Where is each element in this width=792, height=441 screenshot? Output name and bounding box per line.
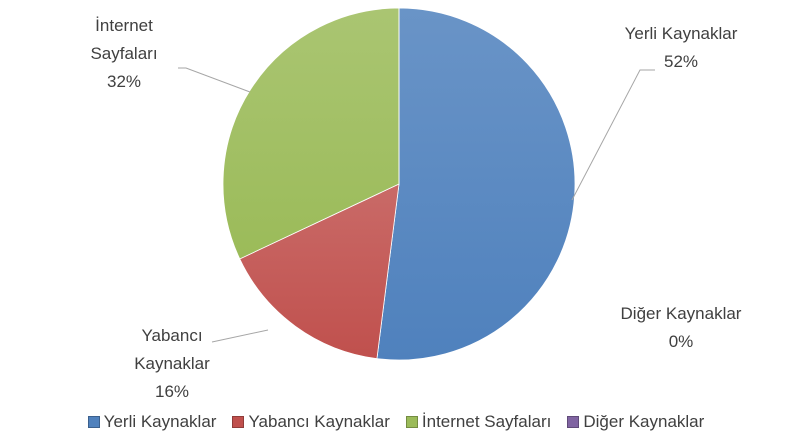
- legend: Yerli Kaynaklar Yabancı Kaynaklar İnternet…: [0, 412, 792, 432]
- legend-label: Yabancı Kaynaklar: [248, 412, 390, 431]
- legend-item: İnternet Sayfaları: [405, 412, 552, 432]
- data-label-name: İnternet Sayfaları: [90, 16, 158, 63]
- legend-item: Yerli Kaynaklar: [87, 412, 217, 432]
- legend-label: Diğer Kaynaklar: [583, 412, 705, 431]
- data-label-name: Yerli Kaynaklar: [624, 24, 738, 43]
- data-label-name: Yabancı Kaynaklar: [134, 326, 210, 373]
- pie-slice: [376, 7, 576, 361]
- data-label-name: Diğer Kaynaklar: [620, 304, 742, 323]
- legend-item: Diğer Kaynaklar: [567, 412, 704, 432]
- legend-swatch: [87, 416, 100, 428]
- legend-swatch: [232, 416, 245, 428]
- data-label: İnternet Sayfaları 32%: [69, 12, 179, 96]
- data-label-value: 16%: [154, 382, 190, 401]
- data-label-value: 52%: [663, 52, 699, 71]
- data-label: Yabancı Kaynaklar 16%: [117, 322, 227, 406]
- legend-label: İnternet Sayfaları: [421, 412, 552, 431]
- data-label: Yerli Kaynaklar 52%: [596, 20, 766, 76]
- legend-swatch: [567, 416, 580, 428]
- pie-slice: [222, 7, 400, 260]
- legend-label: Yerli Kaynaklar: [103, 412, 217, 431]
- leader-line: [178, 67, 251, 93]
- data-label-value: 0%: [668, 332, 694, 351]
- legend-swatch: [405, 416, 418, 428]
- leader-line: [571, 69, 655, 201]
- leader-line: [211, 329, 269, 343]
- data-label-value: 32%: [106, 72, 142, 91]
- data-label: Diğer Kaynaklar 0%: [596, 300, 766, 356]
- legend-item: Yabancı Kaynaklar: [232, 412, 390, 432]
- pie-slice: [239, 183, 400, 360]
